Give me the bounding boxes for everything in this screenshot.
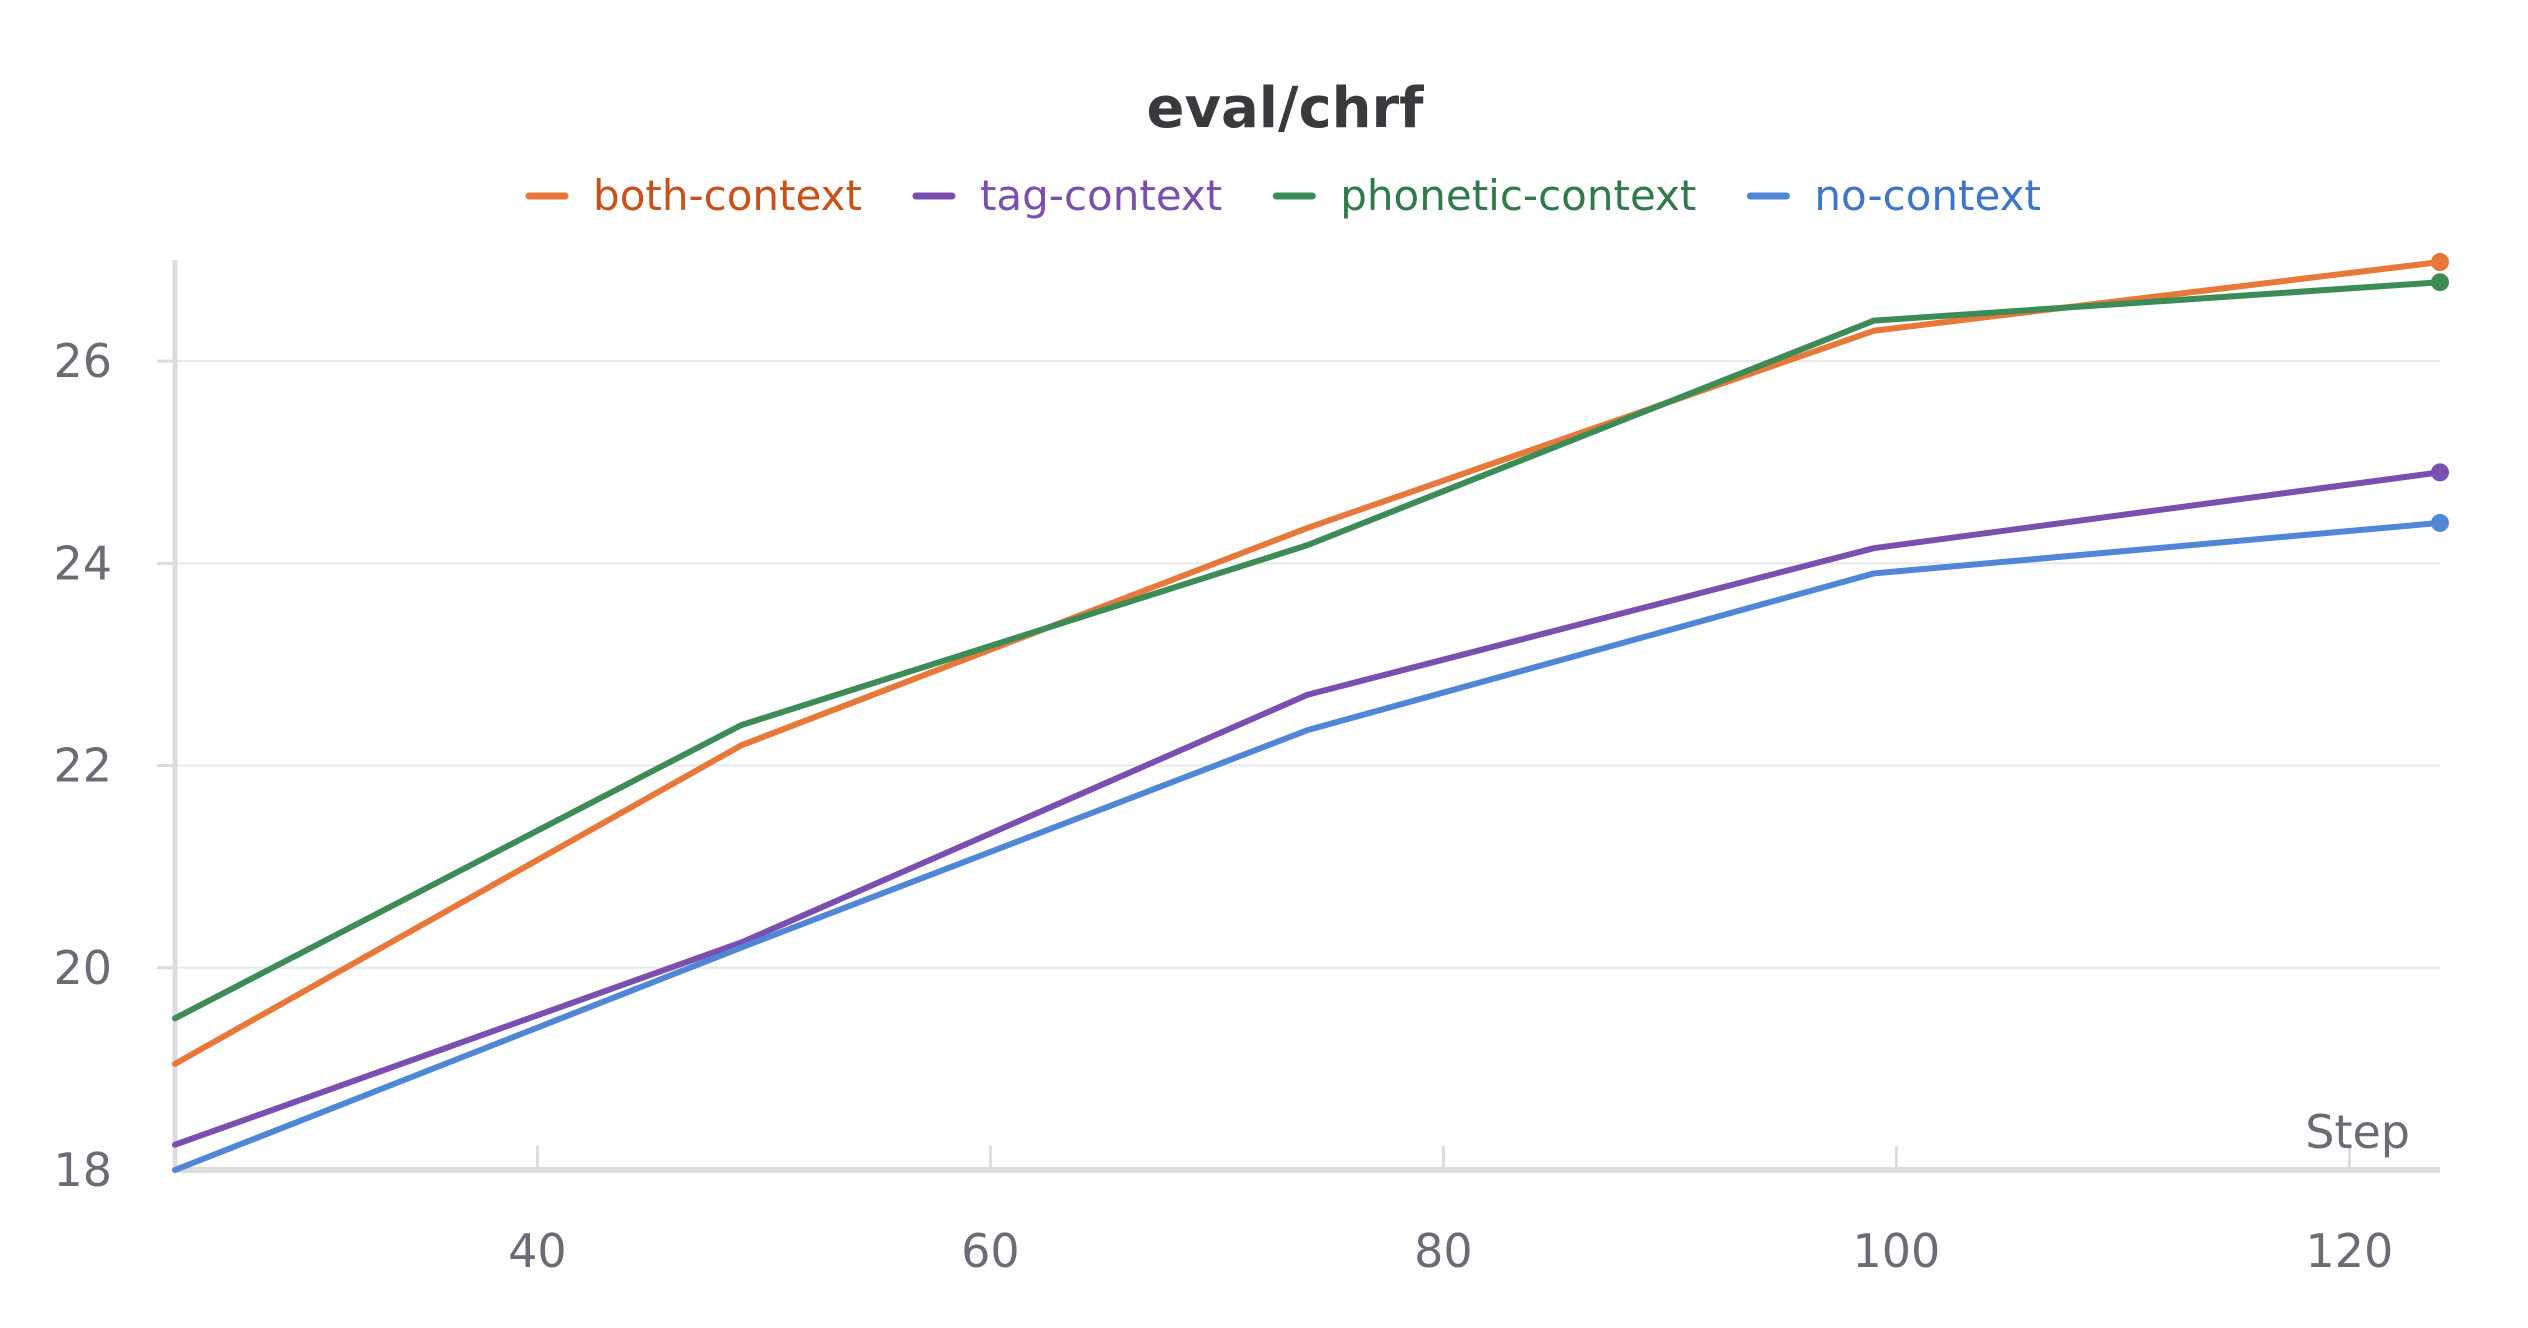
y-axis-ticks: 18 20 22 24 26 [53,334,175,1197]
x-tick-label: 40 [508,1224,567,1278]
x-tick-label: 60 [961,1224,1020,1278]
y-tick-label: 26 [53,334,112,388]
x-axis-title: Step [2305,1105,2410,1159]
legend-label-phonetic-context: phonetic-context [1340,171,1696,220]
y-tick-label: 20 [53,941,112,995]
legend-label-both-context: both-context [593,171,862,220]
series-endpoint-no-context [2431,513,2449,532]
series-endpoint-phonetic-context [2431,273,2449,292]
series-line-no-context [172,519,2443,1173]
chart-title: eval/chrf [1147,76,1425,141]
series-line-both-context [172,259,2443,1067]
y-tick-label: 24 [53,536,112,590]
series-line-tag-context [172,469,2443,1148]
y-tick-label: 22 [53,739,112,793]
x-axis-ticks: 40 60 80 100 120 [508,1146,2393,1278]
series-endpoint-tag-context [2431,463,2449,482]
series-endpoint-both-context [2431,253,2449,272]
legend: both-context tag-context phonetic-context n… [525,171,2041,220]
series-line-phonetic-context [172,279,2443,1022]
x-tick-label: 120 [2305,1224,2393,1278]
x-tick-label: 100 [1852,1224,1940,1278]
y-tick-label: 18 [53,1143,112,1197]
legend-label-tag-context: tag-context [980,171,1222,220]
grid-lines [175,360,2440,969]
series-lines [172,253,2449,1173]
x-tick-label: 80 [1414,1224,1473,1278]
legend-label-no-context: no-context [1814,171,2041,220]
